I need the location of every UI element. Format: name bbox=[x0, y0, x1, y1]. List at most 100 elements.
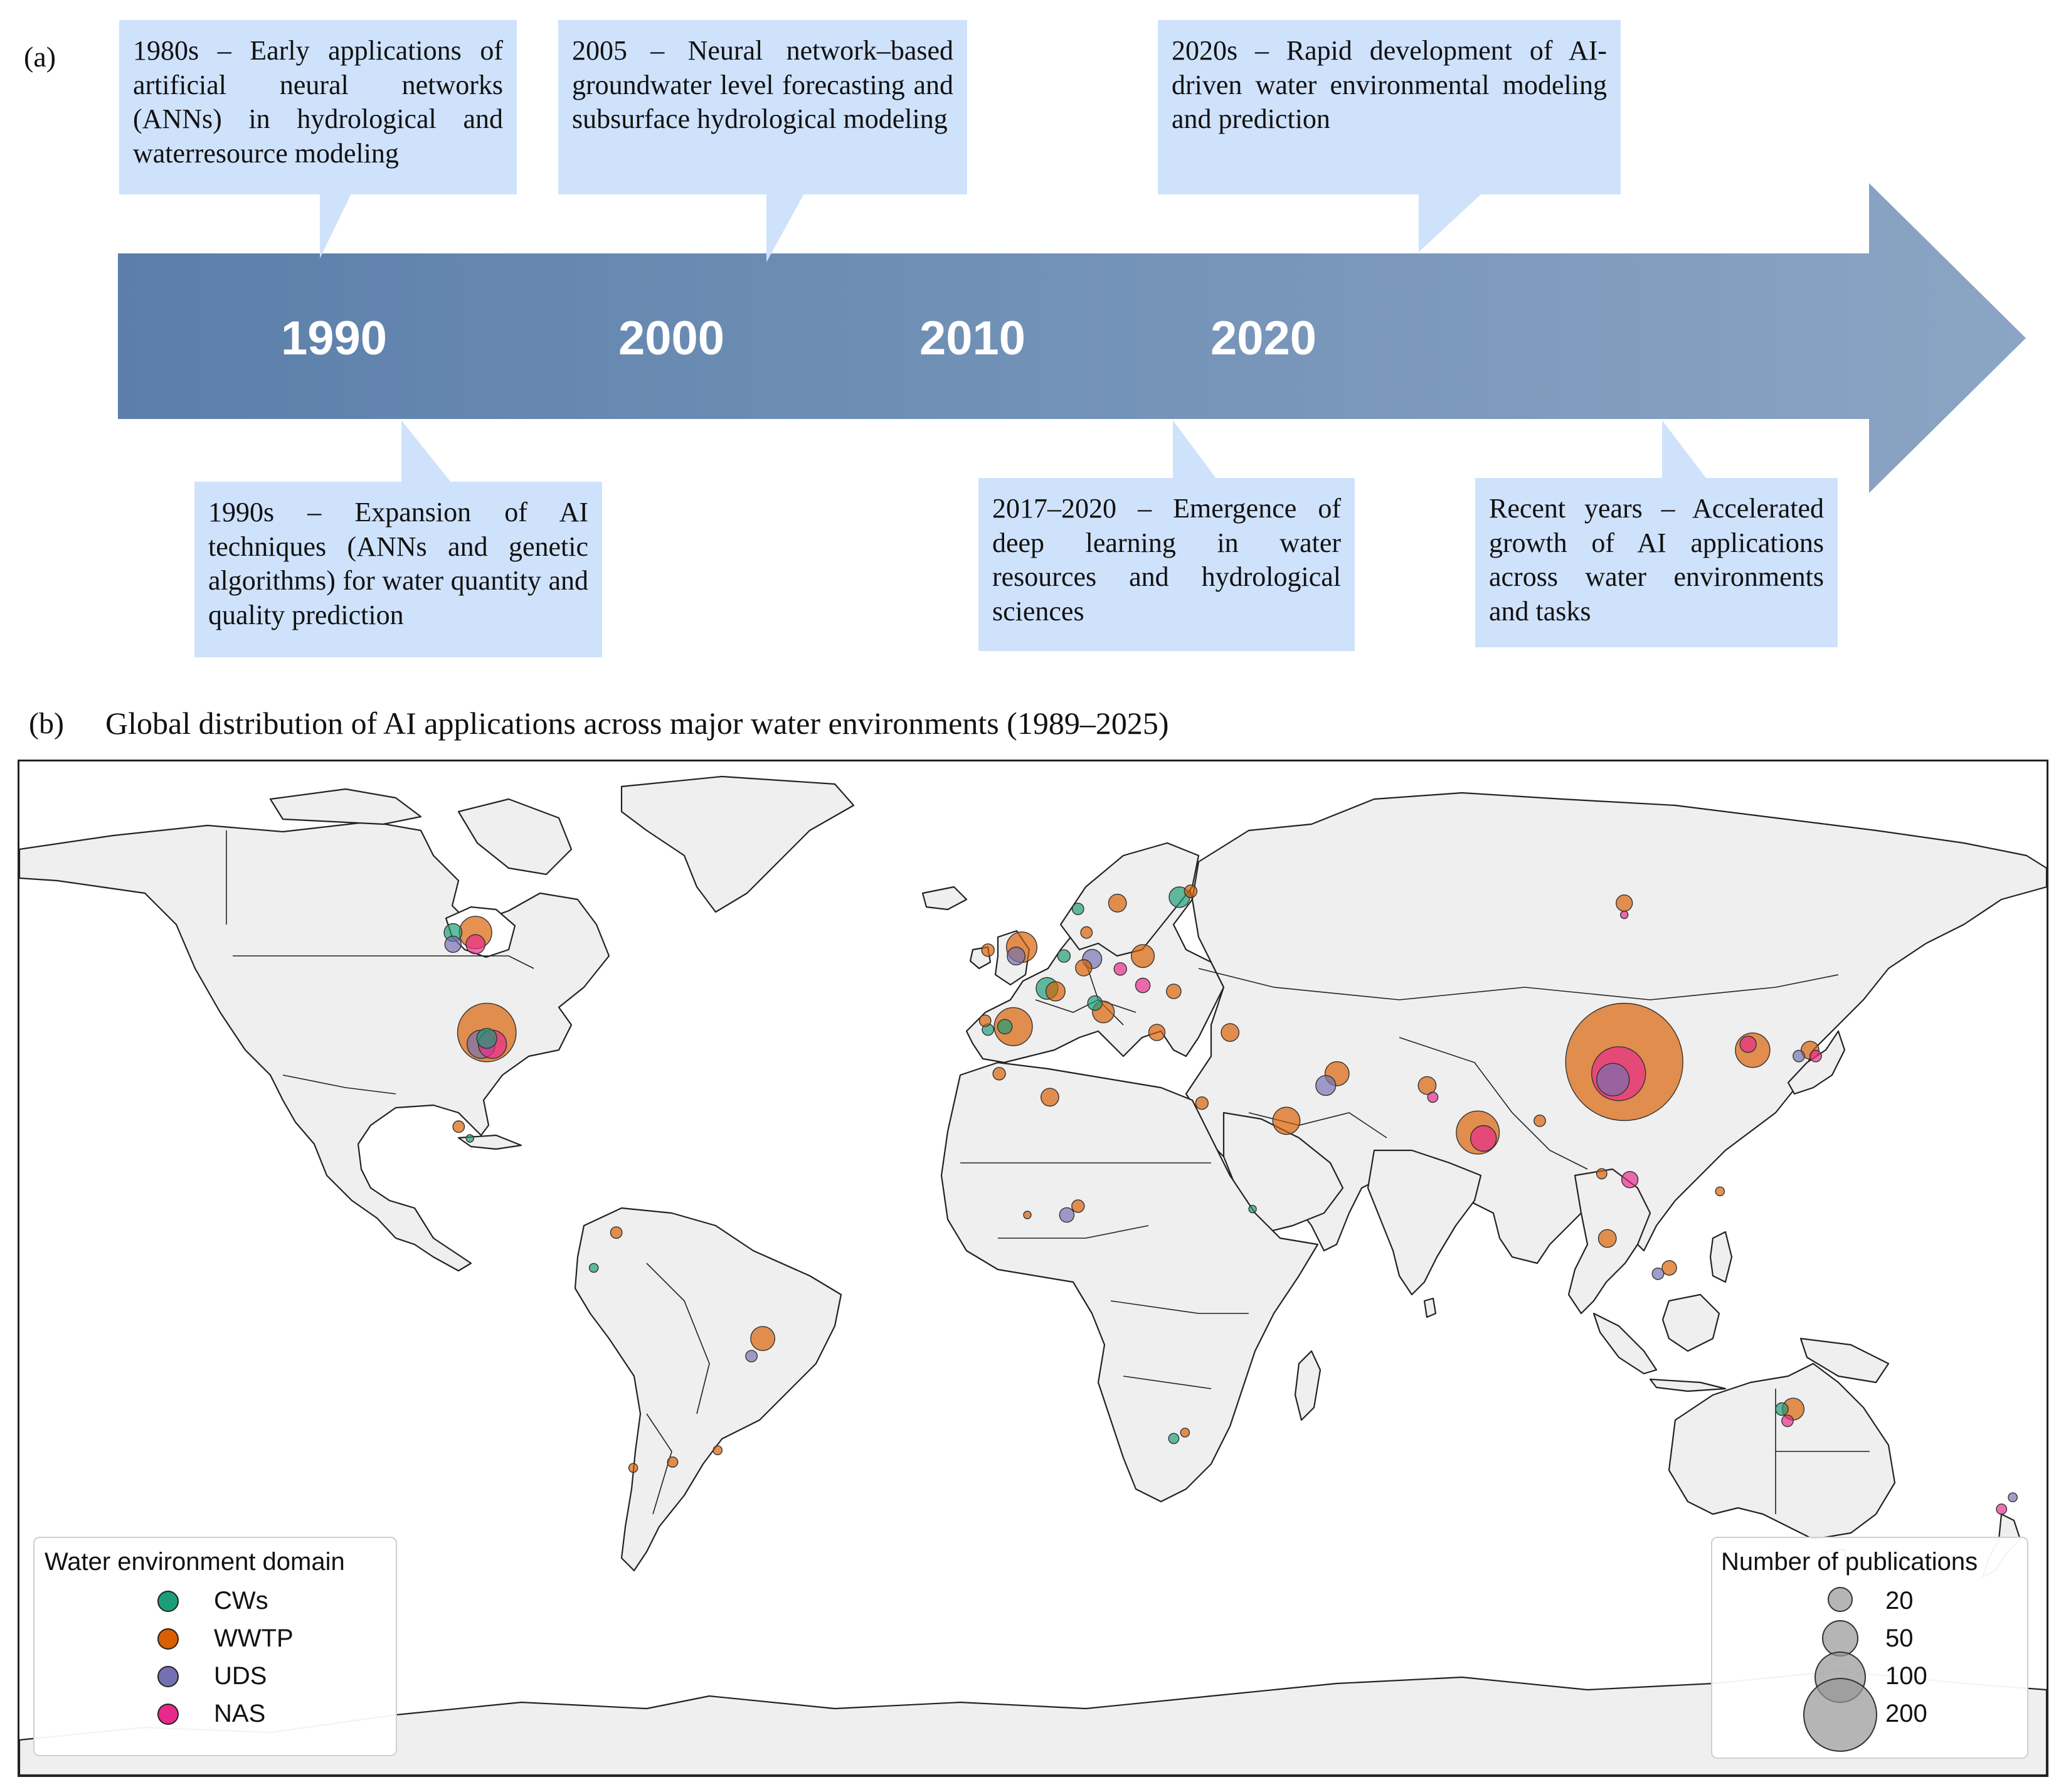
legend-dot-nas bbox=[157, 1704, 179, 1725]
bubble-thailand-wwtp bbox=[1596, 1168, 1608, 1180]
bubble-ethiopia-cws bbox=[1248, 1204, 1257, 1214]
landmass-new-guinea bbox=[1799, 1337, 1890, 1384]
bubble-ecuador-cws bbox=[588, 1263, 599, 1273]
landmass-iceland bbox=[921, 886, 968, 911]
bubble-colombia-wwtp bbox=[610, 1226, 623, 1239]
size-legend-circle-200 bbox=[1803, 1678, 1877, 1752]
bubble-usa-cws bbox=[476, 1027, 497, 1049]
year-label-2010: 2010 bbox=[919, 312, 1026, 365]
legend-label-cws: CWs bbox=[214, 1587, 268, 1614]
legend-label-wwtp: WWTP bbox=[214, 1625, 294, 1652]
bubble-new-zealand-uds bbox=[2008, 1492, 2018, 1502]
bubble-algeria-wwtp bbox=[1041, 1088, 1059, 1107]
size-legend-circles bbox=[1803, 1587, 1877, 1752]
callout-2005: 2005 – Neural network–based groundwater … bbox=[558, 20, 967, 194]
bubble-philippines-wwtp bbox=[1715, 1186, 1725, 1197]
panel-b-label: (b) bbox=[29, 707, 64, 740]
border-us-mexico bbox=[282, 1074, 396, 1095]
year-label-2000: 2000 bbox=[618, 312, 725, 365]
bubble-nigeria-wwtp bbox=[1071, 1199, 1085, 1213]
callout-tail-1990s bbox=[401, 420, 452, 483]
callout-1990s-text: 1990s – Expansion of AI techniques (ANNs… bbox=[208, 497, 588, 630]
legend-label-uds: UDS bbox=[214, 1662, 267, 1690]
landmass-south-america bbox=[574, 1207, 842, 1572]
bubble-spain-cws bbox=[997, 1019, 1013, 1035]
map-frame: Water environment domain CWs WWTP UDS NA… bbox=[18, 760, 2048, 1777]
callout-1990s: 1990s – Expansion of AI techniques (ANNs… bbox=[194, 482, 602, 657]
bubble-china-uds bbox=[1596, 1063, 1630, 1096]
bubble-australia-cws bbox=[1775, 1402, 1789, 1416]
size-legend-title: Number of publications bbox=[1721, 1548, 1978, 1576]
bubble-portugal-wwtp bbox=[978, 1014, 992, 1027]
bubble-denmark-wwtp bbox=[1080, 926, 1093, 939]
bubble-canada-nas bbox=[465, 934, 486, 955]
size-legend-label-20: 20 bbox=[1885, 1587, 1914, 1614]
bubble-chile-wwtp bbox=[628, 1463, 638, 1473]
bubble-brazil-wwtp bbox=[750, 1326, 776, 1351]
bubble-sweden-wwtp bbox=[1108, 893, 1127, 913]
border-europe-1 bbox=[1035, 999, 1136, 1013]
bubble-malaysia-wwtp bbox=[1597, 1229, 1617, 1248]
landmass-sri-lanka bbox=[1423, 1297, 1437, 1318]
bubble-mexico-cws bbox=[465, 1134, 474, 1143]
bubble-japan-uds bbox=[1793, 1049, 1805, 1063]
border-africa-4 bbox=[1123, 1376, 1212, 1389]
bubble-turkey-wwtp bbox=[1221, 1023, 1240, 1042]
landmass-japan bbox=[1787, 1030, 1846, 1095]
year-label-2020: 2020 bbox=[1210, 312, 1317, 365]
size-legend-label-50: 50 bbox=[1885, 1625, 1914, 1652]
size-legend-circle-20 bbox=[1828, 1587, 1853, 1612]
bubble-canada-uds bbox=[444, 935, 462, 953]
bubble-czechia-nas bbox=[1113, 962, 1127, 976]
landmass-sumatra bbox=[1592, 1312, 1658, 1375]
panel-a-label: (a) bbox=[24, 41, 56, 73]
size-legend-label-100: 100 bbox=[1885, 1662, 1927, 1690]
bubble-layer bbox=[443, 884, 2018, 1515]
landmass-africa bbox=[940, 1061, 1319, 1503]
bubble-italy-cws bbox=[1087, 995, 1103, 1011]
landmass-north-america bbox=[19, 820, 610, 1272]
bubble-hungary-nas bbox=[1135, 977, 1151, 994]
landmass-cuba bbox=[457, 1134, 522, 1150]
legend-dot-wwtp bbox=[157, 1628, 179, 1650]
bubble-nigeria-uds bbox=[1059, 1207, 1075, 1223]
bubble-romania-wwtp bbox=[1166, 983, 1182, 999]
bubble-norway-cws bbox=[1071, 903, 1084, 916]
legend-dot-uds bbox=[157, 1666, 179, 1687]
callout-1980s: 1980s – Early applications of artificial… bbox=[119, 20, 517, 194]
callout-tail-2005 bbox=[766, 194, 804, 262]
callout-tail-recent bbox=[1662, 420, 1706, 478]
border-us-canada bbox=[233, 955, 534, 969]
border-russia-south bbox=[1198, 968, 1839, 1000]
landmass-india bbox=[1367, 1149, 1482, 1296]
bubble-uk-uds bbox=[1007, 946, 1026, 966]
bubble-india-nas bbox=[1470, 1125, 1497, 1152]
bubble-south-korea-nas bbox=[1739, 1036, 1757, 1053]
bubble-south-africa-wwtp bbox=[1180, 1428, 1190, 1438]
bubble-finland-wwtp bbox=[1184, 884, 1198, 898]
bubble-iran-uds bbox=[1315, 1074, 1337, 1096]
border-africa-2 bbox=[998, 1225, 1149, 1239]
bubble-poland-wwtp bbox=[1131, 944, 1155, 968]
bubble-ghana-wwtp bbox=[1023, 1211, 1032, 1219]
callout-2017: 2017–2020 – Emergence of deep learning i… bbox=[978, 478, 1355, 651]
legend-label-nas: NAS bbox=[214, 1700, 266, 1727]
landmass-arctic-islands bbox=[269, 788, 422, 825]
bubble-greece-wwtp bbox=[1148, 1024, 1166, 1041]
callout-2020s-text: 2020s – Rapid development of AI-driven w… bbox=[1172, 35, 1607, 135]
size-legend-circle-50 bbox=[1822, 1620, 1858, 1657]
bubble-vietnam-nas bbox=[1621, 1171, 1639, 1189]
callout-tail-1980s bbox=[320, 194, 351, 258]
bubble-new-zealand-nas bbox=[1996, 1503, 2008, 1515]
legend-dot-cws bbox=[157, 1591, 179, 1612]
bubble-ireland-wwtp bbox=[981, 943, 995, 957]
year-label-1990: 1990 bbox=[281, 312, 388, 365]
bubble-uruguay-wwtp bbox=[713, 1445, 723, 1455]
callout-2005-text: 2005 – Neural network–based groundwater … bbox=[572, 35, 953, 135]
bubble-germany-wwtp bbox=[1075, 959, 1093, 977]
bubble-bangladesh-wwtp bbox=[1534, 1115, 1546, 1127]
landmass-java bbox=[1649, 1378, 1727, 1392]
country-borders bbox=[226, 830, 1870, 1515]
bubble-brazil-uds bbox=[745, 1350, 758, 1362]
